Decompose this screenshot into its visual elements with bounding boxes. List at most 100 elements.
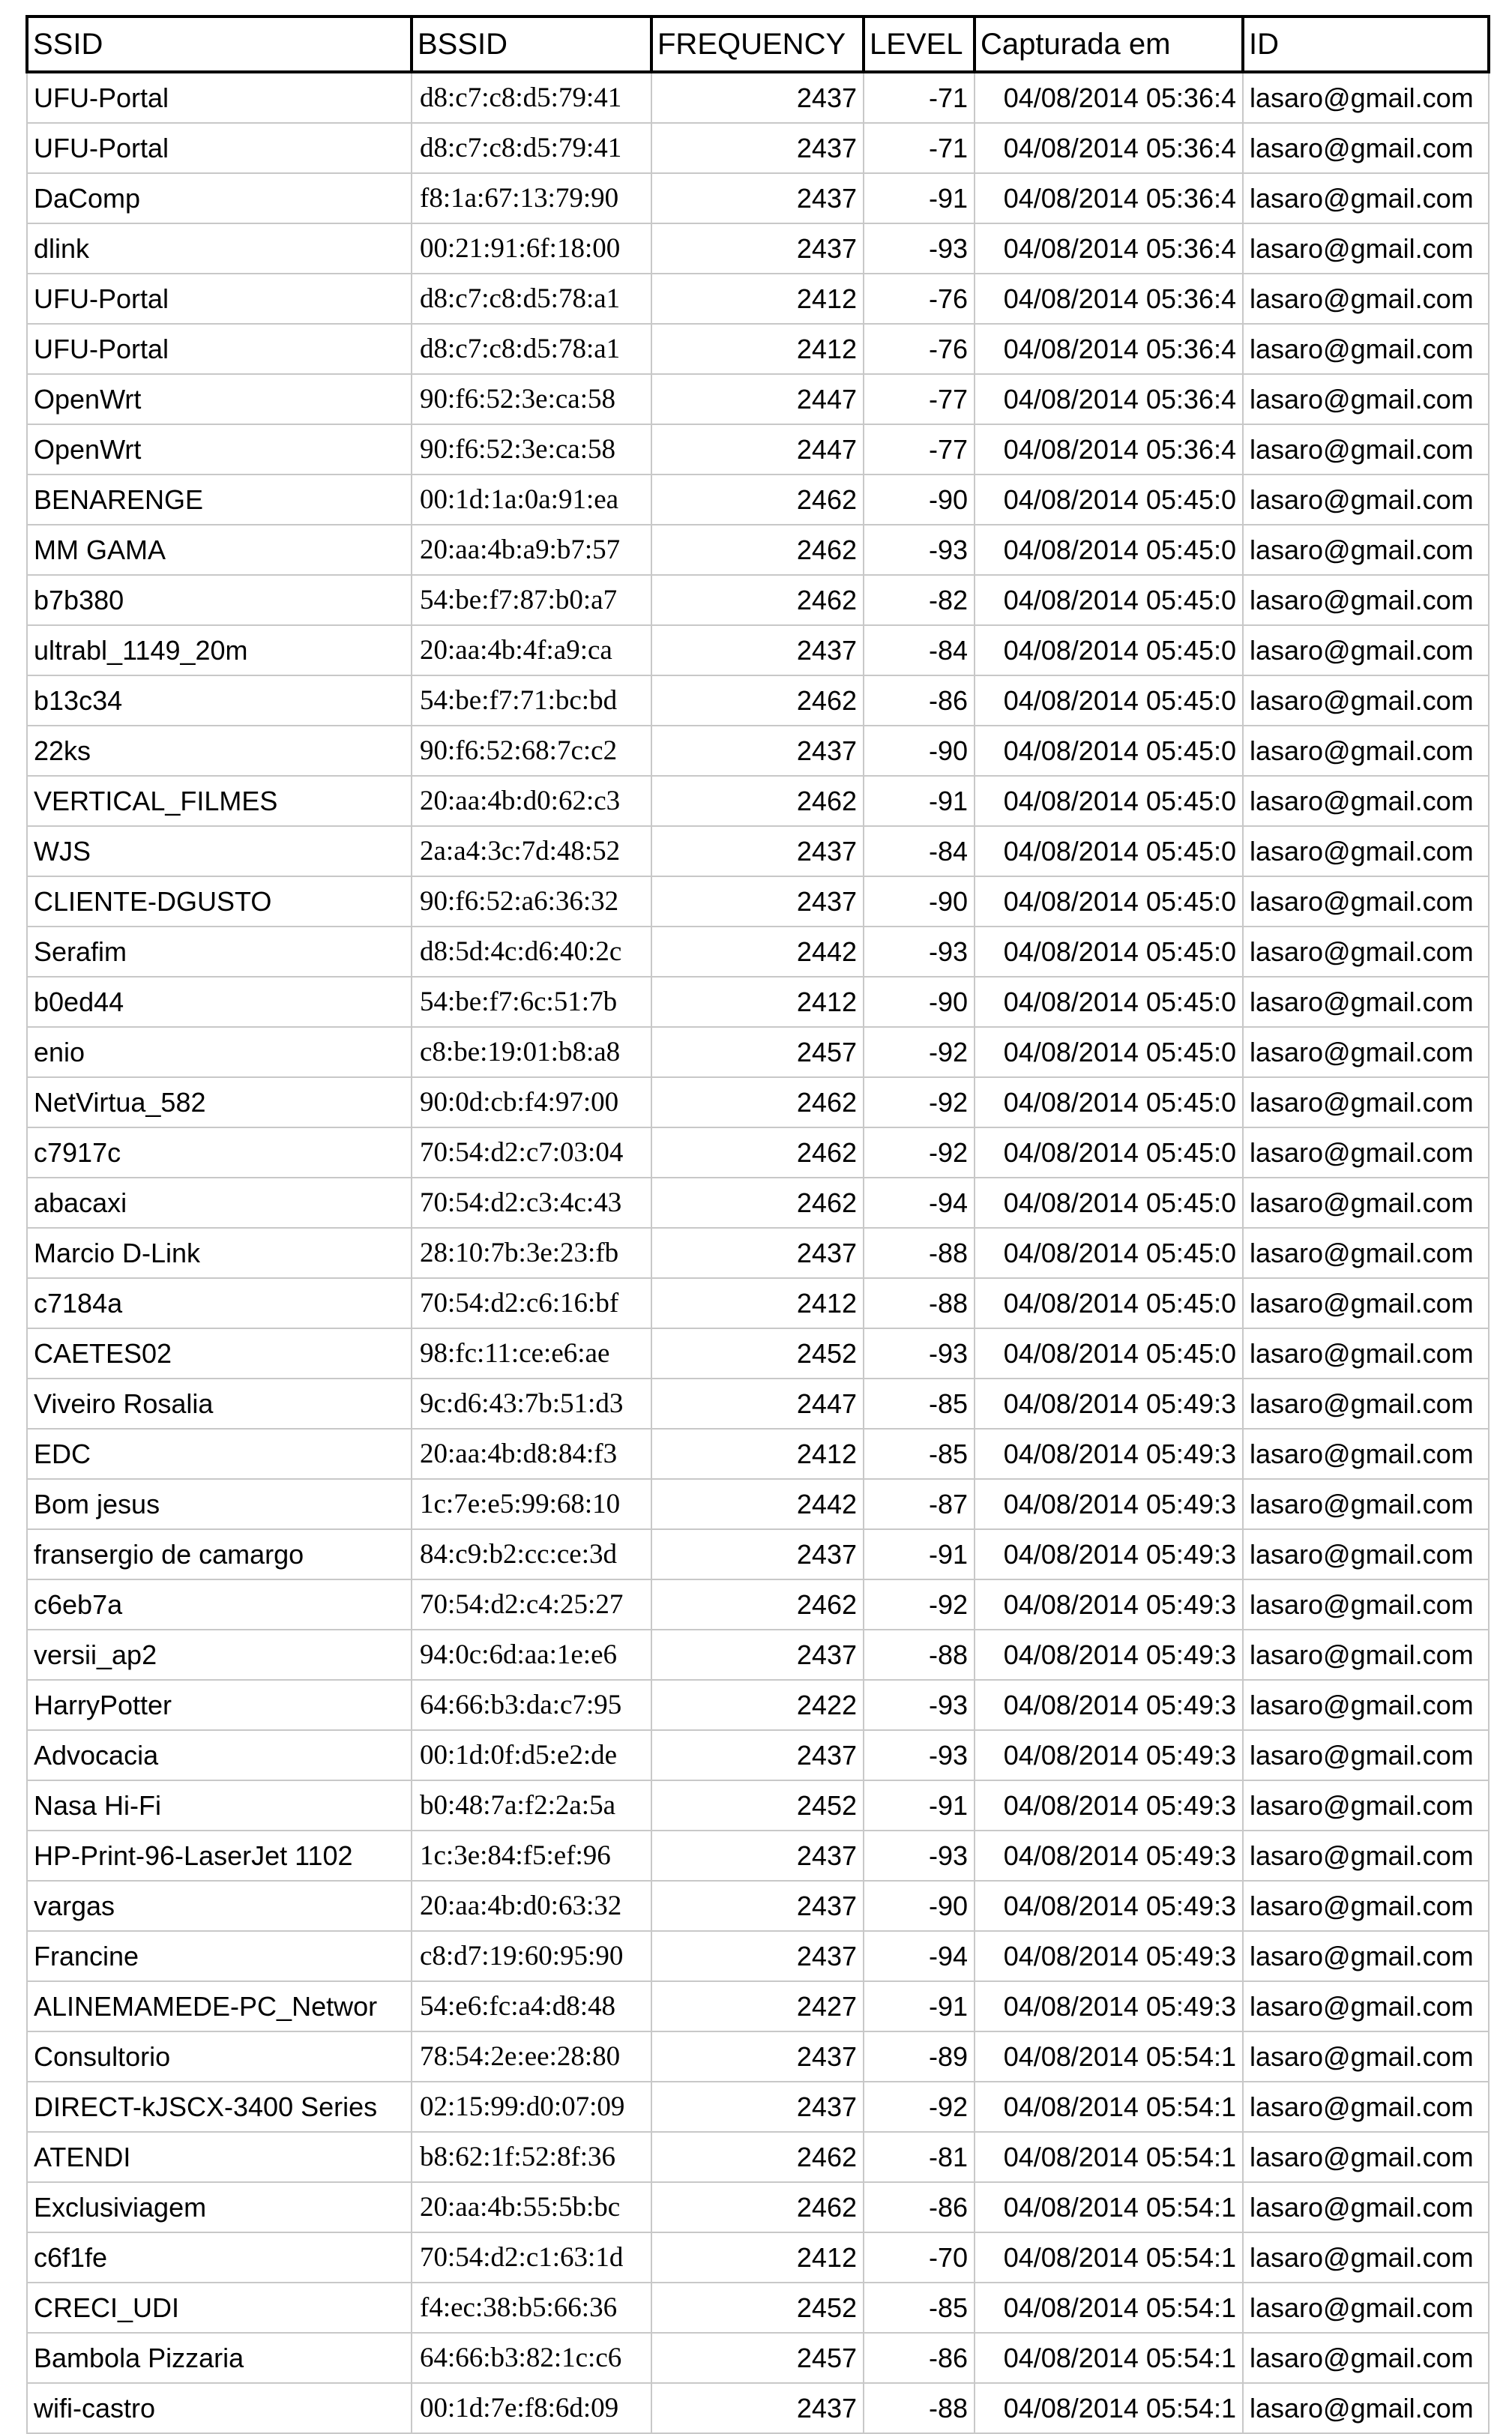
cell-level[interactable]: -85 — [864, 1379, 975, 1430]
cell-bssid[interactable]: 54:e6:fc:a4:d8:48 — [412, 1981, 652, 2032]
cell-level[interactable]: -93 — [864, 1680, 975, 1731]
column-header-level[interactable]: LEVEL — [862, 15, 975, 73]
cell-id[interactable]: lasaro@gmail.com — [1243, 1680, 1490, 1731]
cell-id[interactable]: lasaro@gmail.com — [1243, 1579, 1490, 1630]
cell-frequency[interactable]: 2437 — [651, 123, 864, 174]
cell-frequency[interactable]: 2437 — [651, 1730, 864, 1781]
cell-level[interactable]: -84 — [864, 826, 975, 877]
cell-id[interactable]: lasaro@gmail.com — [1243, 1529, 1490, 1580]
cell-level[interactable]: -91 — [864, 173, 975, 224]
cell-ssid[interactable]: UFU-Portal — [26, 274, 412, 325]
cell-ssid[interactable]: NetVirtua_582 — [26, 1077, 412, 1128]
cell-frequency[interactable]: 2462 — [651, 2182, 864, 2233]
cell-captured[interactable]: 04/08/2014 05:36:4 — [975, 173, 1244, 224]
column-header-id[interactable]: ID — [1241, 15, 1490, 73]
cell-id[interactable]: lasaro@gmail.com — [1243, 2232, 1490, 2283]
cell-frequency[interactable]: 2412 — [651, 324, 864, 375]
cell-captured[interactable]: 04/08/2014 05:54:1 — [975, 2383, 1244, 2434]
cell-bssid[interactable]: c8:d7:19:60:95:90 — [412, 1931, 652, 1982]
cell-frequency[interactable]: 2437 — [651, 1931, 864, 1982]
cell-ssid[interactable]: c6eb7a — [26, 1579, 412, 1630]
cell-frequency[interactable]: 2412 — [651, 274, 864, 325]
cell-ssid[interactable]: Bom jesus — [26, 1479, 412, 1530]
cell-level[interactable]: -93 — [864, 1328, 975, 1379]
cell-level[interactable]: -86 — [864, 675, 975, 726]
cell-bssid[interactable]: 20:aa:4b:a9:b7:57 — [412, 525, 652, 576]
cell-frequency[interactable]: 2412 — [651, 1278, 864, 1329]
cell-ssid[interactable]: Consultorio — [26, 2031, 412, 2082]
cell-frequency[interactable]: 2462 — [651, 776, 864, 827]
cell-bssid[interactable]: 90:f6:52:68:7c:c2 — [412, 726, 652, 777]
cell-bssid[interactable]: 20:aa:4b:55:5b:bc — [412, 2182, 652, 2233]
cell-bssid[interactable]: 1c:7e:e5:99:68:10 — [412, 1479, 652, 1530]
cell-id[interactable]: lasaro@gmail.com — [1243, 72, 1490, 124]
cell-bssid[interactable]: 00:1d:7e:f8:6d:09 — [412, 2383, 652, 2434]
cell-ssid[interactable]: b13c34 — [26, 675, 412, 726]
cell-ssid[interactable]: dlink — [26, 223, 412, 274]
cell-level[interactable]: -86 — [864, 2333, 975, 2384]
cell-ssid[interactable]: Bambola Pizzaria — [26, 2333, 412, 2384]
cell-bssid[interactable]: 64:66:b3:da:c7:95 — [412, 1680, 652, 1731]
cell-bssid[interactable]: 90:0d:cb:f4:97:00 — [412, 1077, 652, 1128]
cell-id[interactable]: lasaro@gmail.com — [1243, 876, 1490, 927]
cell-id[interactable]: lasaro@gmail.com — [1243, 2132, 1490, 2183]
cell-ssid[interactable]: c7184a — [26, 1278, 412, 1329]
cell-frequency[interactable]: 2437 — [651, 1881, 864, 1932]
cell-ssid[interactable]: CAETES02 — [26, 1328, 412, 1379]
cell-captured[interactable]: 04/08/2014 05:36:4 — [975, 123, 1244, 174]
cell-frequency[interactable]: 2412 — [651, 1429, 864, 1480]
cell-level[interactable]: -87 — [864, 1479, 975, 1530]
cell-frequency[interactable]: 2447 — [651, 424, 864, 475]
cell-frequency[interactable]: 2462 — [651, 1178, 864, 1229]
cell-ssid[interactable]: 22ks — [26, 726, 412, 777]
cell-frequency[interactable]: 2462 — [651, 2132, 864, 2183]
cell-captured[interactable]: 04/08/2014 05:45:0 — [975, 1027, 1244, 1078]
cell-bssid[interactable]: 70:54:d2:c4:25:27 — [412, 1579, 652, 1630]
cell-frequency[interactable]: 2437 — [651, 223, 864, 274]
cell-id[interactable]: lasaro@gmail.com — [1243, 776, 1490, 827]
cell-bssid[interactable]: 00:21:91:6f:18:00 — [412, 223, 652, 274]
cell-level[interactable]: -91 — [864, 1529, 975, 1580]
cell-id[interactable]: lasaro@gmail.com — [1243, 927, 1490, 977]
cell-ssid[interactable]: VERTICAL_FILMES — [26, 776, 412, 827]
cell-bssid[interactable]: b8:62:1f:52:8f:36 — [412, 2132, 652, 2183]
cell-ssid[interactable]: CRECI_UDI — [26, 2283, 412, 2334]
cell-id[interactable]: lasaro@gmail.com — [1243, 1730, 1490, 1781]
cell-level[interactable]: -94 — [864, 1931, 975, 1982]
cell-bssid[interactable]: d8:c7:c8:d5:78:a1 — [412, 274, 652, 325]
cell-ssid[interactable]: Marcio D-Link — [26, 1228, 412, 1279]
cell-id[interactable]: lasaro@gmail.com — [1243, 525, 1490, 576]
cell-frequency[interactable]: 2447 — [651, 1379, 864, 1430]
cell-id[interactable]: lasaro@gmail.com — [1243, 2031, 1490, 2082]
cell-ssid[interactable]: WJS — [26, 826, 412, 877]
cell-level[interactable]: -92 — [864, 2082, 975, 2133]
cell-captured[interactable]: 04/08/2014 05:45:0 — [975, 1077, 1244, 1128]
cell-ssid[interactable]: OpenWrt — [26, 374, 412, 425]
cell-frequency[interactable]: 2427 — [651, 1981, 864, 2032]
cell-frequency[interactable]: 2437 — [651, 625, 864, 676]
cell-level[interactable]: -85 — [864, 2283, 975, 2334]
cell-captured[interactable]: 04/08/2014 05:45:0 — [975, 675, 1244, 726]
cell-ssid[interactable]: OpenWrt — [26, 424, 412, 475]
cell-id[interactable]: lasaro@gmail.com — [1243, 1881, 1490, 1932]
cell-bssid[interactable]: d8:c7:c8:d5:79:41 — [412, 123, 652, 174]
cell-id[interactable]: lasaro@gmail.com — [1243, 475, 1490, 525]
cell-level[interactable]: -77 — [864, 424, 975, 475]
cell-level[interactable]: -71 — [864, 123, 975, 174]
cell-captured[interactable]: 04/08/2014 05:49:3 — [975, 1579, 1244, 1630]
cell-ssid[interactable]: HarryPotter — [26, 1680, 412, 1731]
cell-id[interactable]: lasaro@gmail.com — [1243, 424, 1490, 475]
column-header-captured[interactable]: Capturada em — [973, 15, 1244, 73]
cell-level[interactable]: -90 — [864, 475, 975, 525]
cell-level[interactable]: -88 — [864, 1278, 975, 1329]
cell-bssid[interactable]: 20:aa:4b:d0:62:c3 — [412, 776, 652, 827]
cell-ssid[interactable]: UFU-Portal — [26, 72, 412, 124]
cell-frequency[interactable]: 2412 — [651, 977, 864, 1028]
cell-ssid[interactable]: Viveiro Rosalia — [26, 1379, 412, 1430]
cell-bssid[interactable]: 70:54:d2:c7:03:04 — [412, 1127, 652, 1178]
cell-captured[interactable]: 04/08/2014 05:49:3 — [975, 1429, 1244, 1480]
cell-bssid[interactable]: 64:66:b3:82:1c:c6 — [412, 2333, 652, 2384]
cell-ssid[interactable]: c7917c — [26, 1127, 412, 1178]
cell-captured[interactable]: 04/08/2014 05:45:0 — [975, 575, 1244, 626]
cell-ssid[interactable]: c6f1fe — [26, 2232, 412, 2283]
